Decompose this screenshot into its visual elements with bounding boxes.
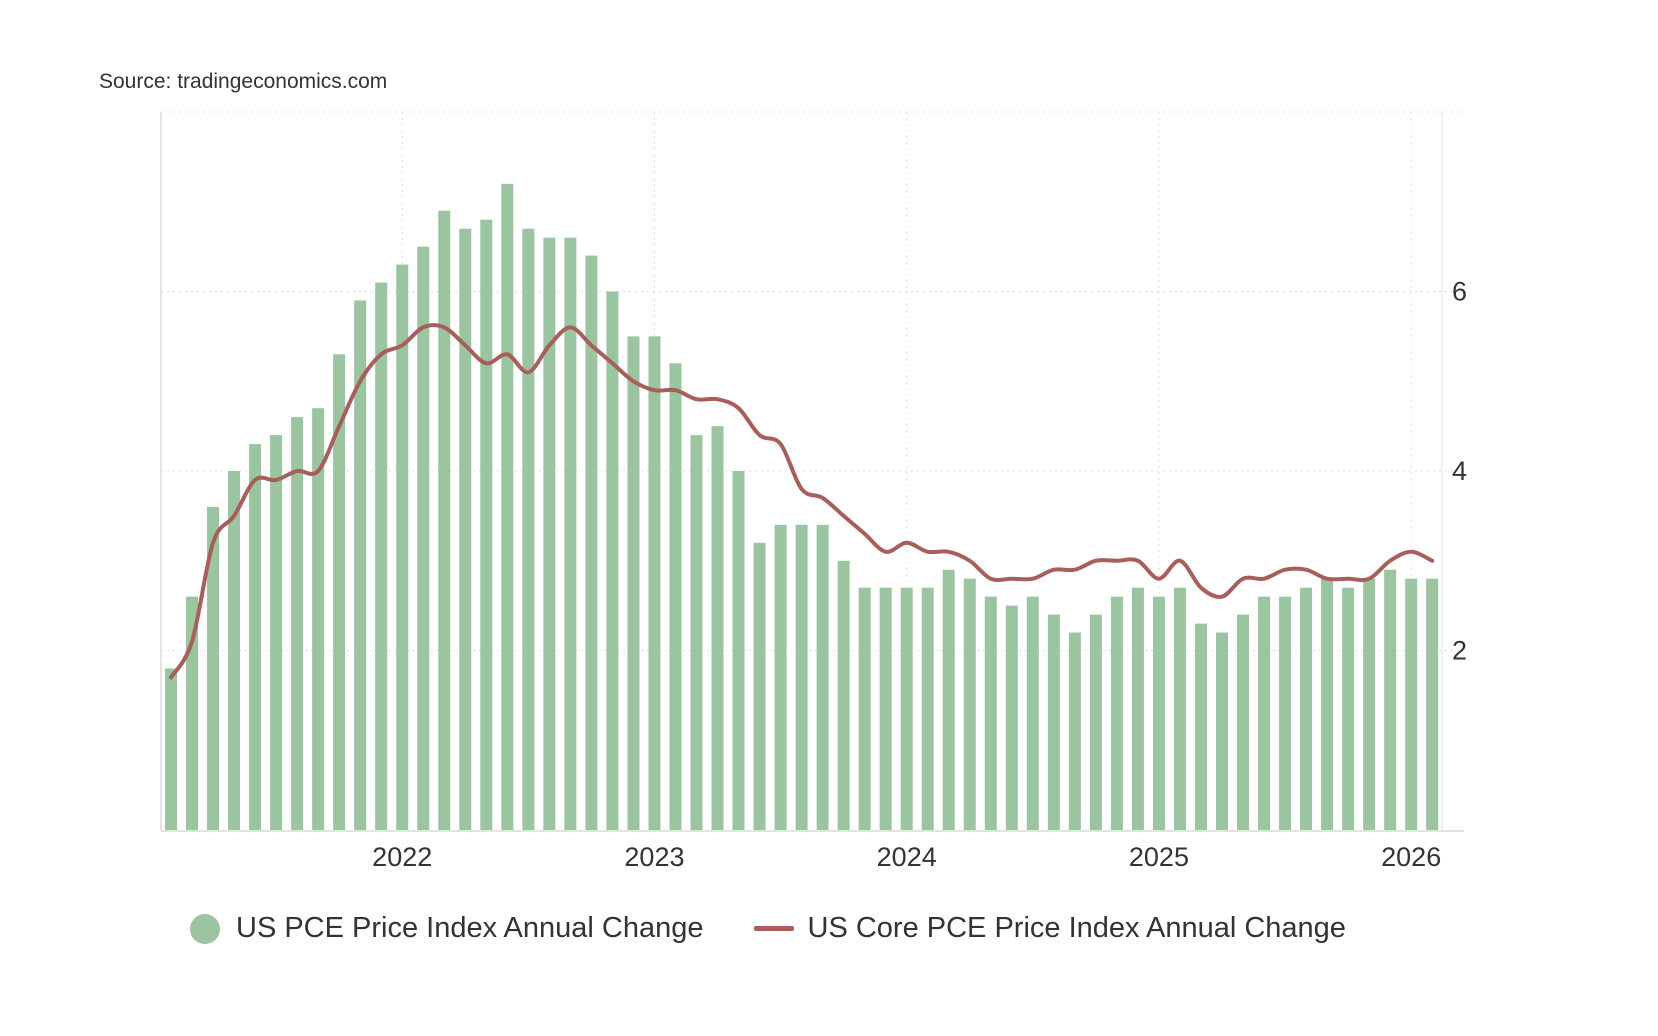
bar (1173, 587, 1186, 830)
bar (1321, 578, 1334, 830)
legend-dot-icon (190, 913, 220, 944)
legend-line-icon (753, 926, 794, 931)
legend-label: US Core PCE Price Index Annual Change (807, 912, 1346, 944)
bar (921, 587, 934, 830)
bar (1131, 587, 1144, 830)
bar (480, 219, 493, 830)
bar (270, 435, 283, 830)
bar (459, 228, 472, 831)
bar (837, 560, 850, 830)
y-tick-label: 6 (1452, 277, 1467, 307)
legend-item-pce[interactable]: US PCE Price Index Annual Change (190, 912, 704, 945)
bar (543, 237, 556, 830)
bar (1258, 596, 1271, 830)
bar (1300, 587, 1313, 830)
bar (564, 237, 577, 830)
bar (1194, 623, 1207, 830)
bar (753, 542, 766, 830)
y-tick-label: 4 (1452, 456, 1467, 486)
bar (417, 246, 430, 830)
bar (438, 210, 451, 831)
bar (1026, 596, 1039, 830)
x-tick-label: 2026 (1381, 842, 1441, 872)
bar (291, 417, 304, 830)
bar (774, 524, 787, 830)
bar (1237, 614, 1250, 830)
bar (354, 300, 367, 831)
bar (585, 255, 598, 831)
bar (1068, 632, 1081, 830)
bar (1005, 605, 1018, 830)
bar (963, 578, 976, 830)
bar (1152, 596, 1165, 830)
bar (879, 587, 892, 830)
bar (1363, 578, 1376, 830)
bar (1110, 596, 1123, 830)
bar (669, 363, 682, 830)
bar (207, 506, 220, 830)
y-tick-label: 2 (1452, 636, 1467, 666)
legend-label: US PCE Price Index Annual Change (236, 912, 704, 944)
bar (1216, 632, 1228, 830)
bar (1089, 614, 1102, 830)
bar (984, 596, 997, 830)
bar (858, 587, 871, 830)
x-tick-label: 2023 (624, 842, 684, 872)
bar (732, 471, 745, 830)
bar (165, 668, 177, 830)
bar (900, 587, 913, 830)
bar (186, 596, 199, 830)
bar (795, 524, 808, 830)
x-tick-label: 2022 (372, 842, 432, 872)
bar (648, 336, 661, 830)
series-line-core-pce (169, 323, 1435, 680)
bar (816, 524, 829, 830)
bar (522, 228, 535, 831)
bar (375, 282, 388, 830)
bar (501, 183, 514, 831)
bar (1279, 596, 1292, 830)
bar (942, 569, 955, 830)
bar (711, 426, 724, 830)
bar (1384, 569, 1397, 830)
legend-item-core-pce[interactable]: US Core PCE Price Index Annual Change (753, 912, 1346, 945)
bar (333, 354, 346, 830)
bar (249, 444, 262, 830)
legend: US PCE Price Index Annual Change US Core… (190, 912, 1396, 945)
bar (228, 471, 241, 830)
x-tick-label: 2025 (1129, 842, 1189, 872)
bar (1405, 578, 1418, 830)
bar (312, 408, 325, 830)
bar (627, 336, 640, 830)
x-tick-label: 2024 (877, 842, 937, 872)
bar (1342, 587, 1355, 830)
bar (690, 435, 703, 830)
source-label: Source: tradingeconomics.com (99, 70, 388, 93)
bar (1426, 578, 1439, 830)
bar (396, 264, 409, 830)
bar (1047, 614, 1060, 830)
bar (606, 291, 619, 830)
